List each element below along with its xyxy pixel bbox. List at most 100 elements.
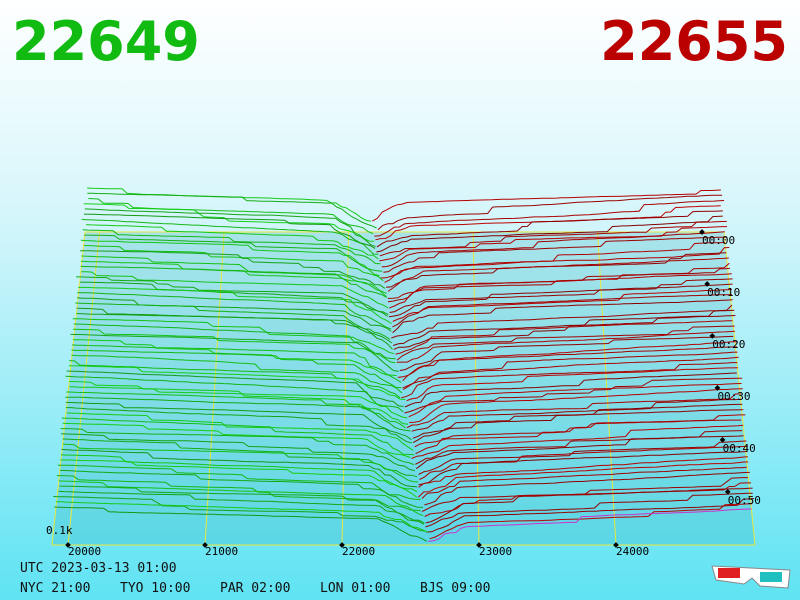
time-tick-mark [709, 333, 716, 339]
ask-depth-line [397, 341, 738, 378]
bid-depth-line [76, 276, 389, 316]
time-tick-label: 00:50 [728, 494, 761, 507]
ask-depth-line [393, 315, 736, 350]
ask-depth-line [412, 409, 744, 444]
ask-depth-line [379, 226, 727, 262]
ask-depth-line [374, 200, 725, 237]
grid-line [67, 231, 101, 546]
bid-depth-line [69, 386, 409, 425]
ask-depth-line [395, 320, 733, 355]
ask-depth-line [389, 273, 732, 309]
tick-mark [339, 542, 345, 548]
bid-depth-line [73, 323, 396, 360]
bid-depth-line [80, 239, 380, 277]
ask-depth-line [392, 288, 732, 322]
ask-depth-line [392, 294, 732, 328]
bid-depth-line [83, 213, 376, 249]
bid-depth-line [66, 370, 404, 407]
time-zone: PAR 02:00 [220, 581, 290, 596]
ask-depth-line [421, 466, 747, 499]
time-tick-label: 00:30 [717, 390, 750, 403]
ask-depth-line [428, 508, 752, 542]
ask-depth-line [411, 398, 741, 432]
ask-depth-line [399, 335, 734, 371]
bid-price: 22649 [12, 10, 200, 73]
bid-depth-line [69, 381, 408, 419]
bid-depth-line [56, 475, 421, 512]
time-zone: NYC 21:00 [20, 581, 90, 596]
bid-depth-line [70, 333, 399, 372]
ask-depth-line [387, 257, 729, 292]
ask-depth-line [406, 393, 741, 429]
ask-depth-line [396, 330, 735, 363]
bid-depth-line [80, 281, 388, 317]
bid-depth-line [65, 396, 411, 432]
bid-depth-line [88, 198, 374, 235]
bid-depth-line [72, 344, 402, 383]
ask-price: 22655 [600, 10, 788, 73]
ask-depth-line [388, 283, 733, 318]
tick-mark [202, 542, 208, 548]
grid-line [51, 231, 86, 546]
ask-depth-line [372, 189, 721, 222]
bid-depth-line [59, 485, 425, 524]
ask-depth-line [418, 451, 748, 486]
x-tick-label: 24000 [616, 545, 649, 558]
ask-depth-line [425, 487, 753, 524]
bid-depth-line [60, 433, 416, 472]
bid-depth-line [77, 297, 392, 332]
time-tick-label: 00:20 [712, 338, 745, 351]
bid-depth-line [72, 328, 396, 364]
tick-mark [613, 542, 619, 548]
ask-depth-line [401, 362, 738, 399]
bid-depth-line [78, 286, 392, 324]
ask-depth-line [376, 210, 723, 248]
bid-depth-line [85, 224, 379, 260]
x-tick-label: 23000 [479, 545, 512, 558]
bid-depth-line [59, 469, 424, 508]
bid-depth-line [71, 354, 403, 394]
time-tick-mark [714, 385, 721, 391]
time-tick-label: 00:10 [707, 286, 740, 299]
bid-depth-line [58, 480, 424, 517]
ask-depth-line [376, 215, 723, 253]
bid-depth-line [80, 250, 386, 289]
depth-lines [53, 187, 754, 542]
grid-line [204, 231, 225, 546]
bid-depth-line [61, 449, 418, 488]
bid-depth-line [83, 203, 375, 242]
x-tick-label: 21000 [205, 545, 238, 558]
time-tick-mark [719, 437, 726, 443]
ask-depth-line [424, 482, 751, 517]
bid-depth-line [82, 229, 381, 265]
ask-depth-line [384, 247, 730, 283]
ask-depth-line [402, 346, 738, 382]
ask-depth-line [392, 299, 733, 334]
floor [52, 232, 755, 545]
time-zone: LON 01:00 [320, 581, 390, 596]
bid-depth-line [75, 302, 391, 340]
ask-depth-line [404, 377, 743, 414]
utc-time: UTC 2023-03-13 01:00 [20, 561, 177, 576]
time-zone: TYO 10:00 [120, 581, 190, 596]
bid-depth-line [60, 454, 418, 493]
bid-depth-line [62, 443, 419, 483]
glasses-icon [711, 565, 791, 589]
tick-mark [65, 542, 71, 548]
ask-depth-line [381, 231, 725, 268]
bid-depth-line [81, 218, 379, 255]
ask-depth-line [426, 498, 754, 533]
bid-depth-line [56, 501, 429, 533]
ask-depth-line [409, 388, 743, 423]
ask-depth-line [408, 383, 742, 418]
bid-depth-line [58, 490, 425, 525]
bid-depth-line [84, 208, 376, 248]
bid-depth-line [53, 496, 425, 532]
bid-depth-line [77, 292, 392, 330]
ask-depth-line [393, 309, 735, 346]
tick-mark [476, 542, 482, 548]
bid-depth-line [60, 459, 418, 498]
bid-depth-line [72, 318, 395, 355]
ask-depth-line [425, 492, 753, 528]
